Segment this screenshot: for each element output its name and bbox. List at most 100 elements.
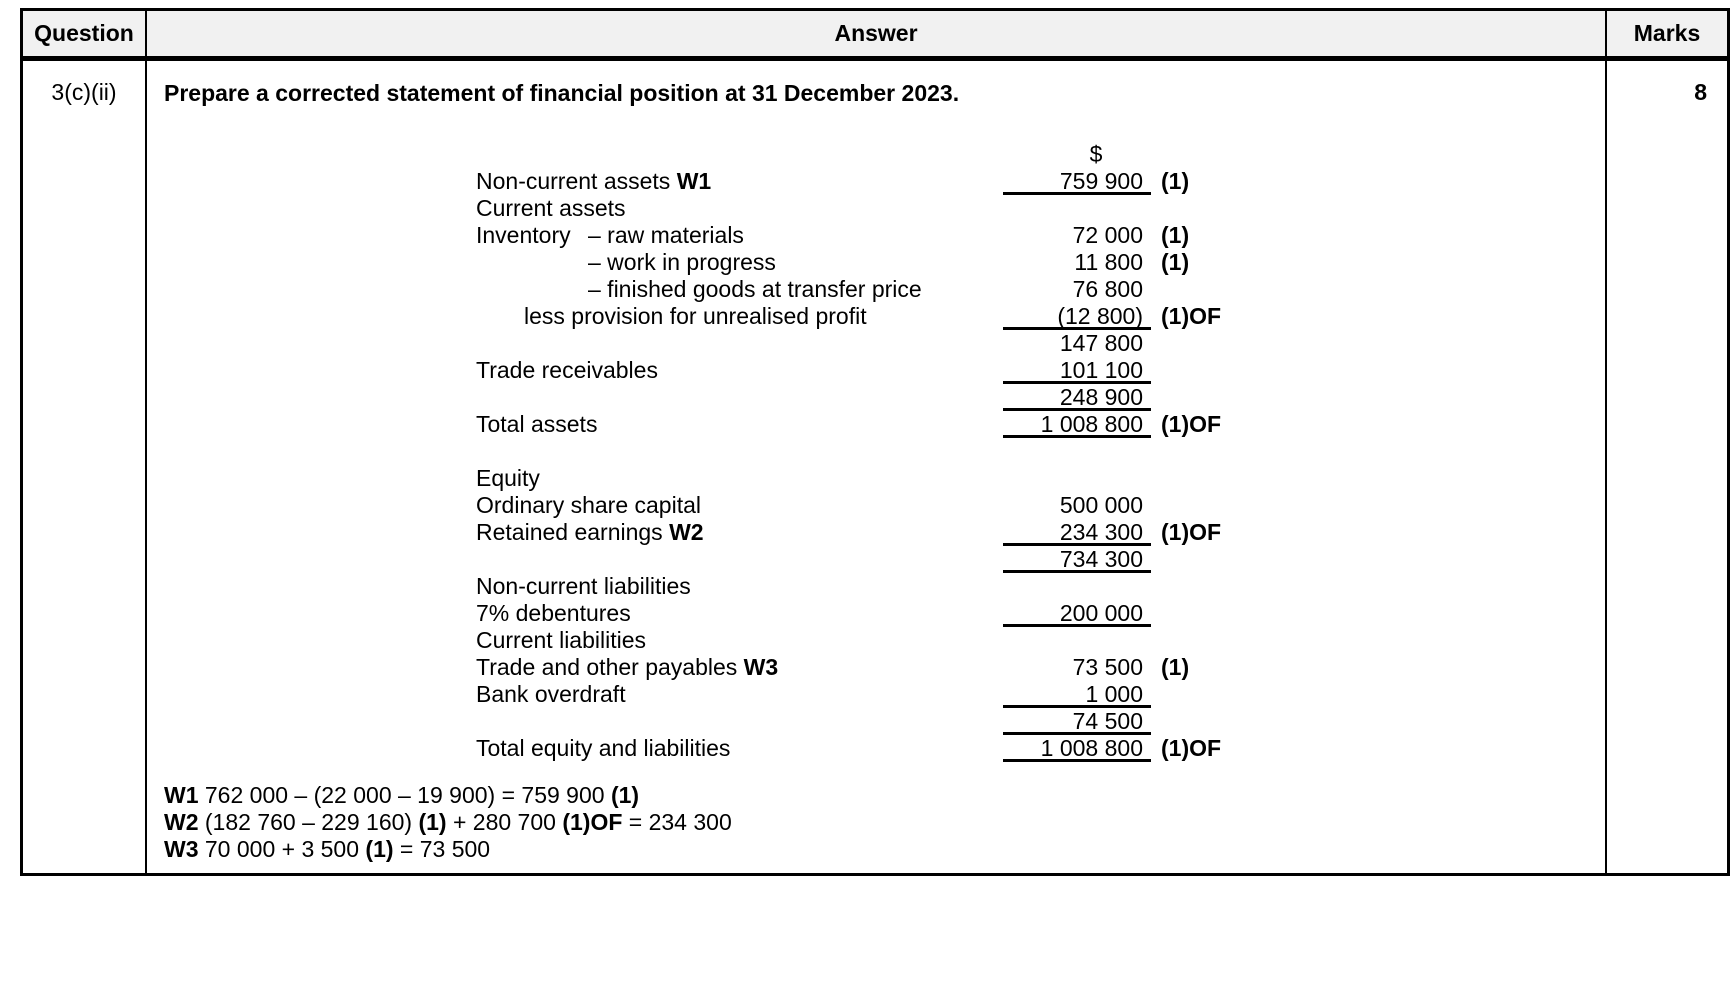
statement-row: Trade and other payables W3 73 500 (1) <box>476 654 1605 681</box>
statement-amount <box>1003 627 1151 654</box>
statement-amount: 11 800 <box>1074 249 1143 275</box>
mark-annotation: (1)OF <box>1161 411 1222 437</box>
answer-cell: Prepare a corrected statement of financi… <box>147 61 1607 873</box>
statement-label: Inventory – raw materials <box>476 222 744 248</box>
working-segment: (1) <box>610 782 640 808</box>
statement-row: Total assets 1 008 800 (1)OF <box>476 411 1605 438</box>
statement-row: Retained earnings W2 234 300 (1)OF <box>476 519 1605 546</box>
mark-annotation: (1) <box>1161 168 1190 194</box>
working-segment: (1) <box>418 809 447 835</box>
statement-row: 734 300 <box>476 546 1605 573</box>
currency-row-spacer <box>476 141 1003 168</box>
currency-symbol: $ <box>1089 141 1103 167</box>
statement-row: – work in progress 11 800 (1) <box>476 249 1605 276</box>
mark-annotation: (1) <box>1161 222 1190 248</box>
working-segment: (1) <box>365 836 394 862</box>
statement-amount: 200 000 <box>1003 600 1151 627</box>
header-question: Question <box>23 11 147 56</box>
statement-amount: 76 800 <box>1072 276 1143 302</box>
statement-amount <box>1003 465 1151 492</box>
currency-header-row: $ <box>476 141 1605 168</box>
mark-annotation: (1)OF <box>1161 735 1222 761</box>
question-number: 3(c)(ii) <box>51 79 117 105</box>
working-segment: 70 000 + 3 500 <box>198 836 366 862</box>
working-segment: (182 760 – 229 160) <box>198 809 419 835</box>
working-segment: = 73 500 <box>393 836 491 862</box>
mark-annotation: (1) <box>1161 654 1190 680</box>
statement-rows: Non-current assets W1 759 900 (1) Current a… <box>476 168 1605 762</box>
statement-amount <box>1003 195 1151 222</box>
working-line: W3 70 000 + 3 500 (1) = 73 500 <box>164 836 1605 863</box>
working-segment: + 280 700 <box>446 809 563 835</box>
mark-annotation: (1)OF <box>1161 519 1222 545</box>
statement-label: Trade and other payables W3 <box>476 654 779 680</box>
workings-section: W1 762 000 – (22 000 – 19 900) = 759 900… <box>164 782 1605 863</box>
statement-row: Inventory – raw materials 72 000 (1) <box>476 222 1605 249</box>
statement-amount: 73 500 <box>1072 654 1143 680</box>
statement-amount: 234 300 <box>1003 519 1151 546</box>
statement-amount <box>1003 573 1151 600</box>
mark-annotation: (1)OF <box>1161 303 1222 329</box>
statement-amount: 500 000 <box>1059 492 1143 518</box>
header-marks: Marks <box>1633 20 1701 46</box>
statement-row: Bank overdraft 1 000 <box>476 681 1605 708</box>
statement-label: Total equity and liabilities <box>476 735 731 761</box>
statement-amount: 1 008 800 <box>1003 411 1151 438</box>
statement-row: Total equity and liabilities 1 008 800 (1)… <box>476 735 1605 762</box>
working-reference: W2 <box>669 519 704 545</box>
statement-label: less provision for unrealised profit <box>524 303 867 329</box>
statement-label <box>476 708 1003 735</box>
working-reference: W1 <box>676 168 712 194</box>
mark-scheme-table: Question Answer Marks 3(c)(ii) Prepare a… <box>20 8 1730 876</box>
statement-label: Ordinary share capital <box>476 492 701 518</box>
answer-title: Prepare a corrected statement of financi… <box>164 80 960 106</box>
question-number-cell: 3(c)(ii) <box>23 61 147 873</box>
statement-row: Ordinary share capital 500 000 <box>476 492 1605 519</box>
statement-row: 7% debentures 200 000 <box>476 600 1605 627</box>
header-answer: Answer <box>147 11 1607 56</box>
working-segment: = 234 300 <box>622 809 732 835</box>
marks-value: 8 <box>1694 79 1707 105</box>
section-spacer <box>476 438 1605 465</box>
statement-row: 74 500 <box>476 708 1605 735</box>
financial-statement: $ Non-current assets W1 759 900 (1) Current… <box>476 141 1605 762</box>
statement-label: Equity <box>476 465 540 491</box>
statement-row: Current liabilities <box>476 627 1605 654</box>
statement-label: Bank overdraft <box>476 681 626 707</box>
statement-amount: 248 900 <box>1003 384 1151 411</box>
working-segment: (1)OF <box>562 809 623 835</box>
statement-row: Trade receivables 101 100 <box>476 357 1605 384</box>
statement-row: Current assets <box>476 195 1605 222</box>
statement-label: Non-current assets W1 <box>476 168 712 194</box>
statement-label <box>476 330 1003 357</box>
statement-label: Current assets <box>476 195 626 221</box>
statement-row: less provision for unrealised profit (12 … <box>476 303 1605 330</box>
mark-annotation: (1) <box>1161 249 1190 275</box>
statement-amount: 72 000 <box>1072 222 1143 248</box>
statement-amount: (12 800) <box>1003 303 1151 330</box>
working-segment: 762 000 – (22 000 – 19 900) = 759 900 <box>198 782 611 808</box>
working-line: W1 762 000 – (22 000 – 19 900) = 759 900… <box>164 782 1605 809</box>
statement-label: Current liabilities <box>476 627 647 653</box>
table-body-row: 3(c)(ii) Prepare a corrected statement o… <box>23 61 1727 873</box>
statement-amount: 734 300 <box>1003 546 1151 573</box>
statement-label: 7% debentures <box>476 600 631 626</box>
statement-row: 248 900 <box>476 384 1605 411</box>
statement-amount: 147 800 <box>1059 330 1143 356</box>
statement-amount: 759 900 <box>1003 168 1151 195</box>
working-segment: W2 <box>164 809 199 835</box>
statement-label-prefix: Inventory <box>476 222 571 248</box>
statement-label <box>476 546 1003 573</box>
statement-row: 147 800 <box>476 330 1605 357</box>
working-segment: W1 <box>164 782 199 808</box>
statement-amount: 1 000 <box>1003 681 1151 708</box>
statement-amount: 74 500 <box>1003 708 1151 735</box>
statement-row: Non-current liabilities <box>476 573 1605 600</box>
statement-label: Trade receivables <box>476 357 658 383</box>
working-segment: W3 <box>164 836 199 862</box>
working-line: W2 (182 760 – 229 160) (1) + 280 700 (1)… <box>164 809 1605 836</box>
statement-label: – finished goods at transfer price <box>588 276 922 302</box>
statement-label <box>476 384 1003 411</box>
marks-cell: 8 <box>1607 61 1727 873</box>
statement-amount: 1 008 800 <box>1003 735 1151 762</box>
